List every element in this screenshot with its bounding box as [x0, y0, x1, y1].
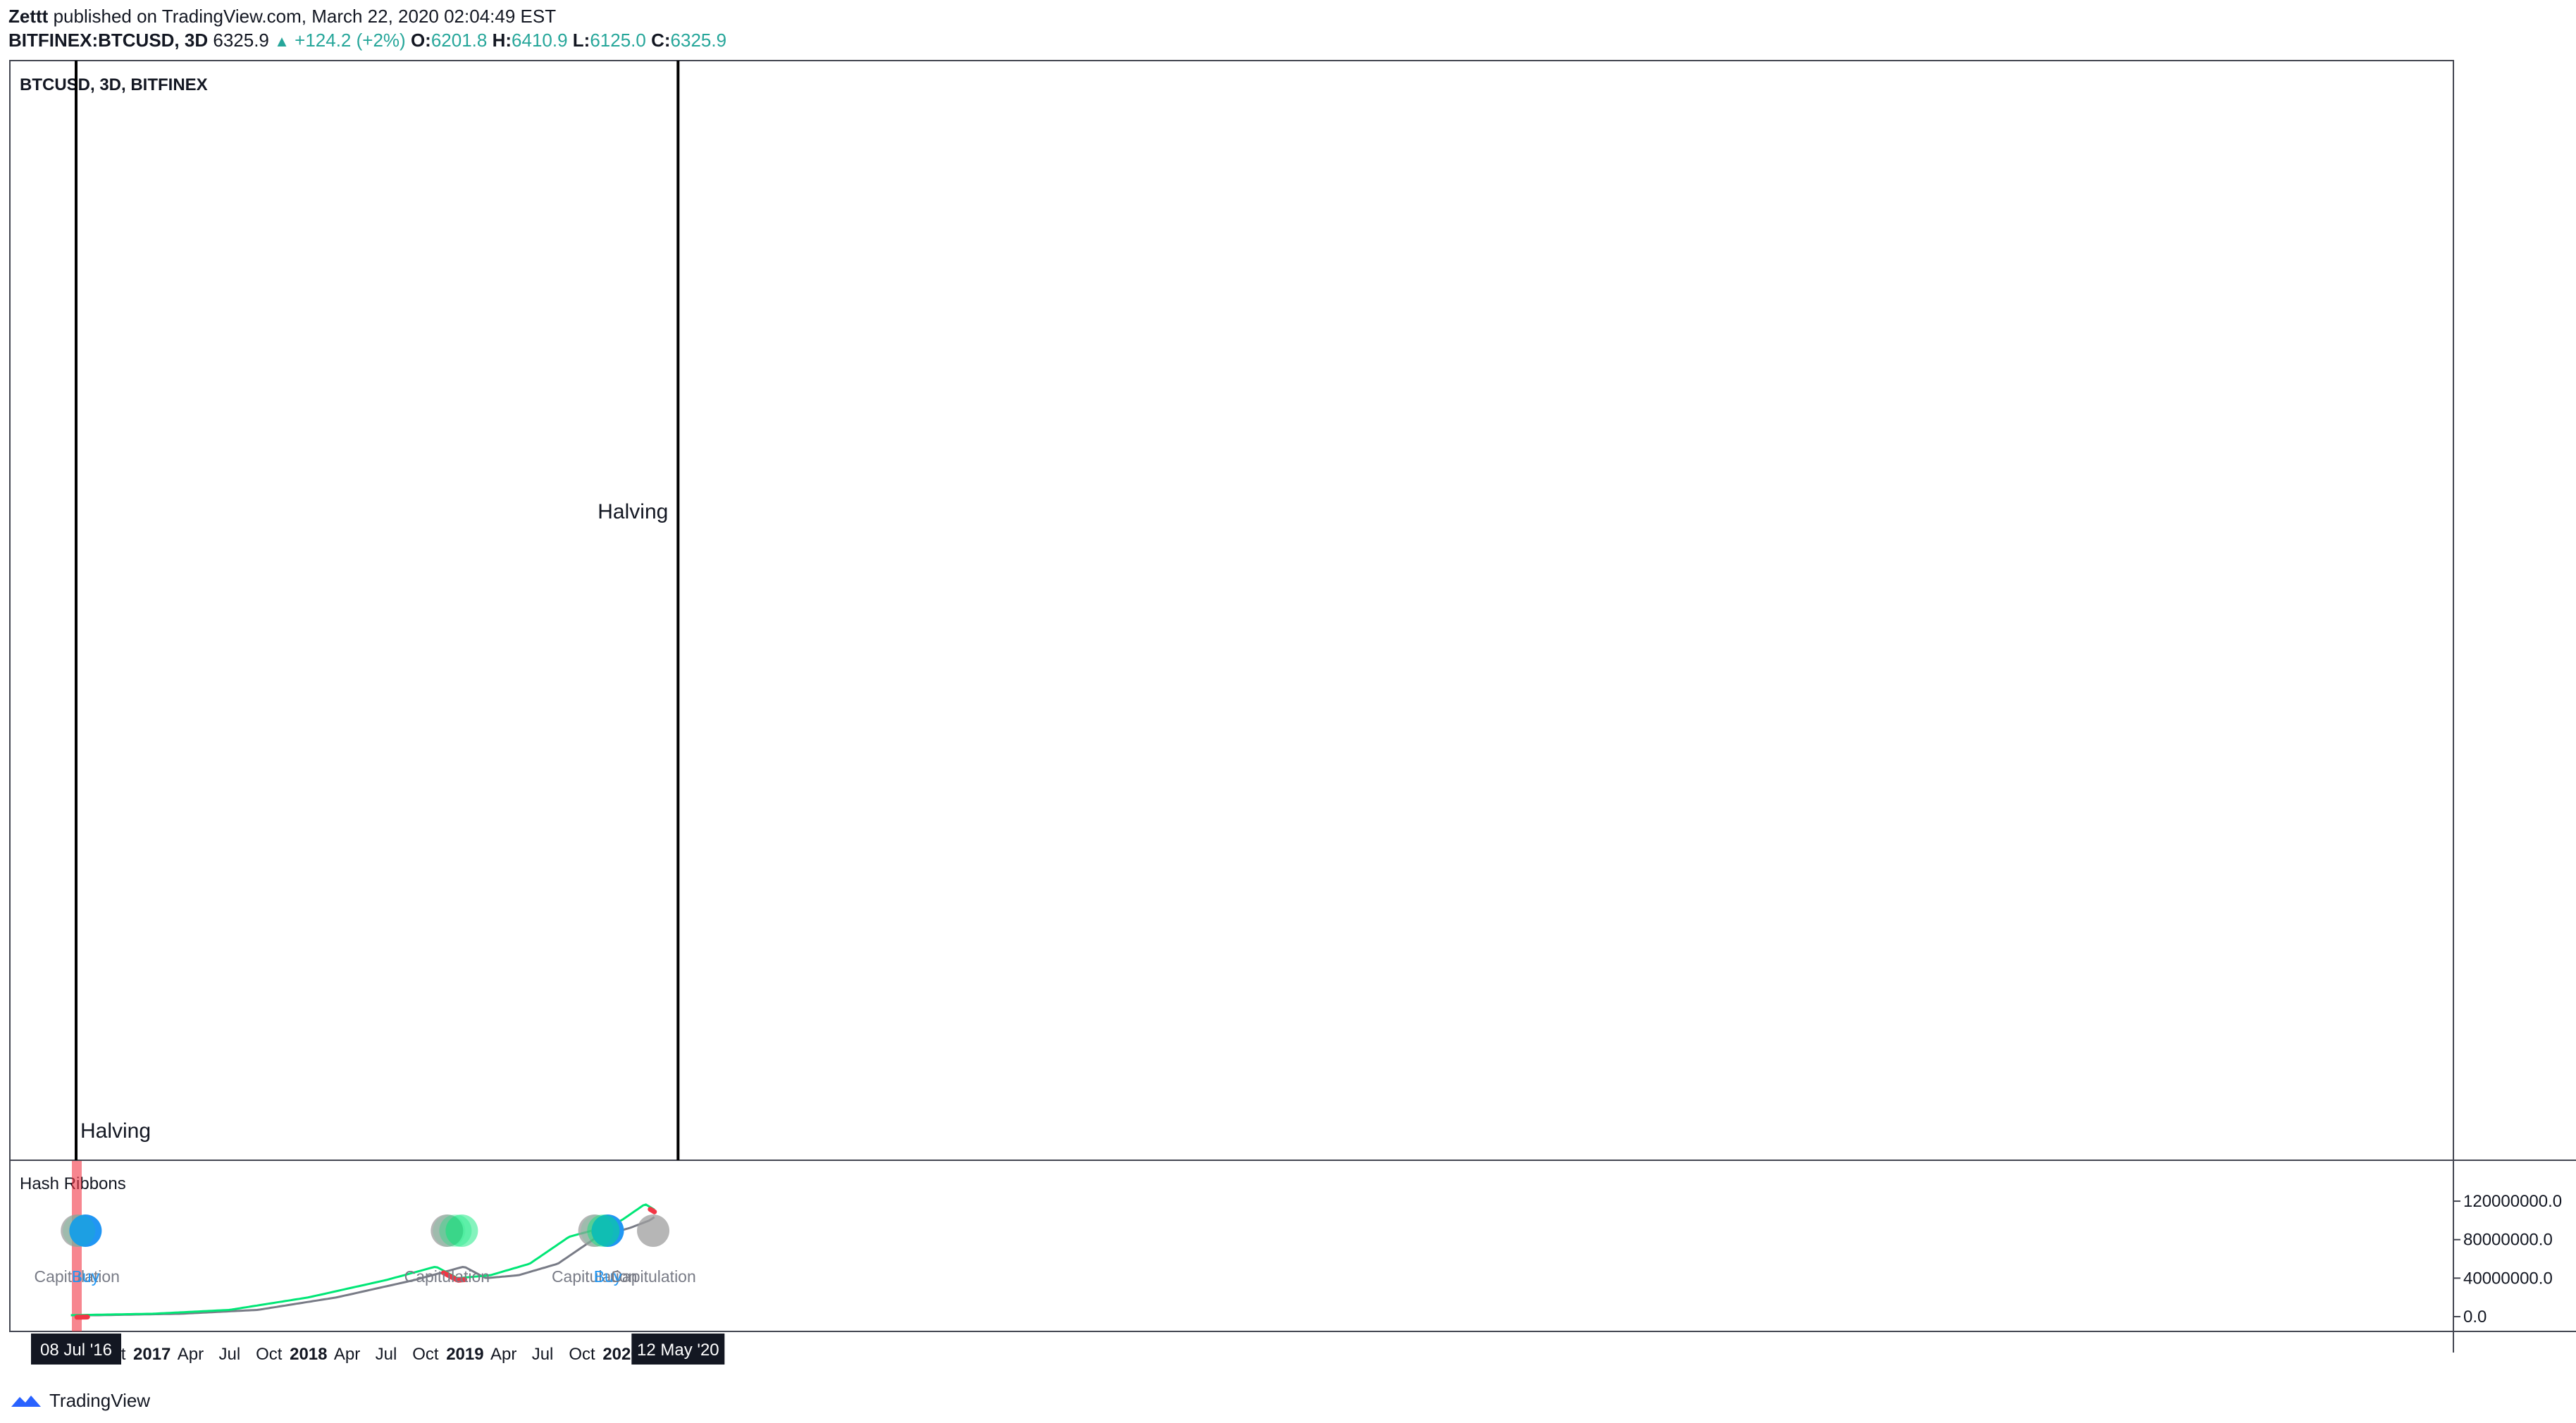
time-axis-label: Apr [334, 1345, 360, 1364]
time-axis-label: Oct [256, 1345, 283, 1364]
tradingview-brand[interactable]: TradingView [8, 1386, 150, 1415]
open-value: 6201.8 [431, 30, 488, 51]
pane-title: BTCUSD, 3D, BITFINEX [20, 75, 208, 94]
high-label: H: [492, 30, 512, 51]
time-axis-label: Jul [376, 1345, 397, 1364]
capitulation-signal-marker [637, 1214, 670, 1247]
recovery-signal-marker [445, 1214, 478, 1247]
halving-label: Halving [80, 1119, 151, 1143]
time-axis-label: Oct [569, 1345, 595, 1364]
capitulation-signal-marker [431, 1214, 464, 1247]
buy-signal-label: Buy [72, 1267, 100, 1286]
time-axis-label: Jul [218, 1345, 240, 1364]
time-axis-label: 2019 [446, 1345, 483, 1364]
time-axis-label: Apr [490, 1345, 516, 1364]
capitulation-signal-label: Capitulation [34, 1267, 119, 1286]
time-axis[interactable]: Oct2017AprJulOct2018AprJulOct2019AprJulO… [31, 1334, 725, 1365]
symbol-info-line: BITFINEX:BTCUSD, 3D 6325.9 ▲ +124.2 (+2%… [8, 28, 726, 54]
high-value: 6410.9 [512, 30, 568, 51]
indicator-axis[interactable]: 120000000.0 80000000.0 40000000.0 0.0 [2453, 1192, 2562, 1326]
open-label: O: [410, 30, 431, 51]
close-value: 6325.9 [670, 30, 727, 51]
buy-signal-marker [69, 1214, 102, 1247]
indicator-axis-label: 40000000.0 [2463, 1269, 2553, 1288]
publish-info: Zettt published on TradingView.com, Marc… [8, 4, 556, 28]
start-date-box [31, 1334, 121, 1365]
buy-signal-label: Buy [594, 1267, 622, 1286]
time-axis-label: Jul [532, 1345, 554, 1364]
chart-frame [9, 60, 2576, 1353]
tradingview-cloud-icon [11, 1396, 41, 1407]
time-axis-label: Apr [178, 1345, 204, 1364]
hash-ribbon-capitulation-band [648, 1207, 657, 1214]
capitulation-signal-label: Capitulation [552, 1267, 637, 1286]
capitulation-signal-label: Capitulation [404, 1267, 490, 1286]
publish-text: published on TradingView.com, March 22, … [53, 6, 557, 27]
author-name[interactable]: Zettt [8, 6, 49, 27]
symbol-name: BITFINEX:BTCUSD, 3D [8, 30, 209, 51]
up-arrow-icon: ▲ [274, 32, 290, 50]
low-value: 6125.0 [590, 30, 646, 51]
capitulation-signal-label: Capitulation [610, 1267, 695, 1286]
end-date-box [631, 1334, 725, 1365]
indicator-axis-label: 0.0 [2463, 1307, 2487, 1326]
low-label: L: [572, 30, 590, 51]
buy-signal-marker [591, 1214, 624, 1247]
end-date-label: 12 May '20 [637, 1341, 719, 1360]
price-change: +124.2 (+2%) [295, 30, 406, 51]
indicator-axis-label: 120000000.0 [2463, 1192, 2562, 1211]
time-axis-label: 2017 [133, 1345, 171, 1364]
halving-label: Halving [597, 500, 668, 523]
last-price: 6325.9 [213, 30, 269, 51]
recovery-signal-marker [63, 1214, 96, 1247]
recovery-signal-marker [439, 1214, 472, 1247]
brand-text: TradingView [49, 1390, 151, 1411]
recovery-signal-marker [581, 1214, 614, 1247]
time-axis-label: 2018 [290, 1345, 327, 1364]
time-axis-label: Oct [412, 1345, 439, 1364]
halving-markers: Halving Halving [72, 61, 680, 1331]
indicator-axis-label: 80000000.0 [2463, 1231, 2553, 1250]
start-date-label: 08 Jul '16 [40, 1341, 112, 1360]
recovery-signal-marker [587, 1214, 620, 1247]
recovery-signal-marker [433, 1214, 466, 1247]
hash-ribbons-lines [70, 1203, 657, 1320]
close-label: C: [651, 30, 671, 51]
hash-ribbon-slow-line [70, 1216, 655, 1317]
hash-ribbon-capitulation-band [441, 1270, 467, 1283]
hash-ribbon-fast-line [70, 1203, 655, 1317]
